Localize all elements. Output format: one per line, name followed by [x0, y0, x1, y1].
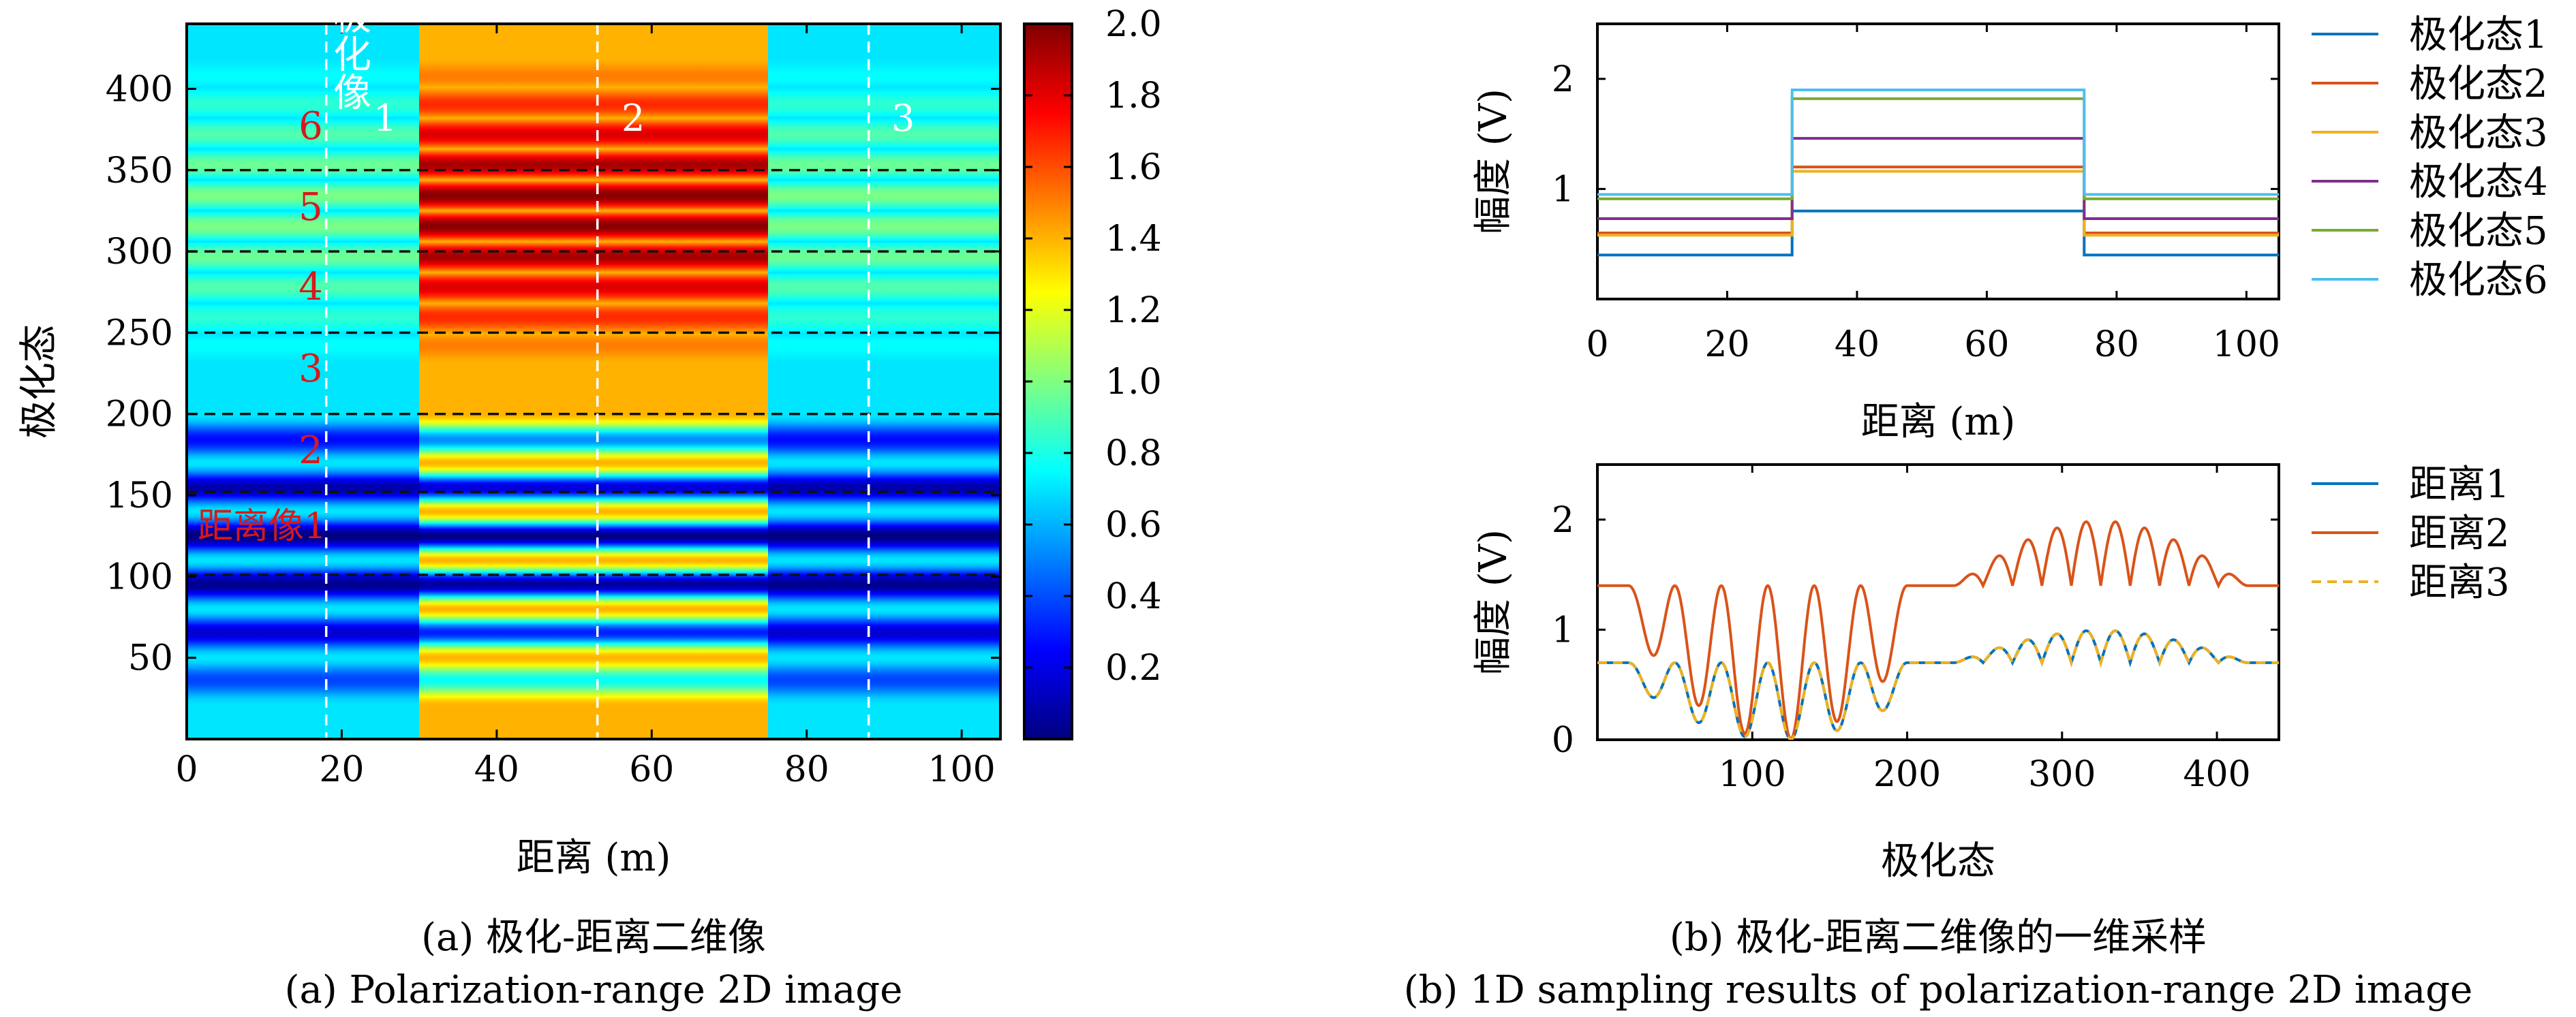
colorbar: 0.2 0.4 0.6 0.8 1.0 1.2 1.4 1.6 1.8 2.0 — [1023, 4, 1162, 740]
range-image-label: 距离像1 — [198, 506, 326, 547]
top-series-line — [1597, 137, 2279, 220]
line-chart-bottom: 100 200 300 400 0 1 2 极化态 幅度 (V) 距离1 距离2 距离3 — [1471, 463, 2510, 883]
heatmap-xtick-label: 0 — [175, 749, 198, 790]
polarization-label-5: 5 — [298, 185, 323, 230]
top-legend: 极化态1 极化态2 极化态3 极化态4 极化态5 极化态6 — [2312, 13, 2548, 302]
colorbar-tick-label: 0.8 — [1105, 433, 1162, 474]
top-plot-frame — [1596, 22, 2280, 300]
heatmap-ytick-label: 350 — [106, 151, 173, 191]
colorbar-tick-label: 1.2 — [1105, 290, 1162, 331]
colorbar-tick-label: 1.0 — [1105, 362, 1162, 403]
top-xtick-label: 40 — [1835, 324, 1880, 365]
heatmap-axes: 0 20 40 60 80 100 50 100 150 200 250 300 350 400 — [106, 24, 1000, 790]
top-xtick-label: 80 — [2094, 324, 2139, 365]
bottom-legend-label: 距离1 — [2409, 463, 2510, 507]
heatmap-panel: 0 20 40 60 80 100 50 100 150 200 250 300 350 400 极化像 … — [17, 0, 1002, 880]
caption-a-en: (a) Polarization-range 2D image — [285, 968, 903, 1012]
colorbar-tick-label: 1.8 — [1105, 76, 1162, 116]
bottom-ytick-label: 1 — [1552, 610, 1574, 651]
heatmap-xtick-label: 100 — [928, 749, 996, 790]
top-xtick-label: 20 — [1704, 324, 1749, 365]
bottom-xlabel: 极化态 — [1881, 839, 1995, 883]
bottom-axes: 100 200 300 400 0 1 2 — [1552, 465, 2279, 795]
top-series-line — [1597, 209, 2279, 257]
heatmap-segment-2 — [419, 24, 768, 739]
bottom-series-group — [1597, 520, 2279, 740]
top-series-line — [1597, 89, 2279, 196]
colorbar-ticks: 0.2 0.4 0.6 0.8 1.0 1.2 1.4 1.6 1.8 2.0 — [1024, 4, 1162, 689]
top-legend-label: 极化态4 — [2409, 160, 2548, 204]
top-series-line — [1597, 166, 2279, 234]
top-legend-label: 极化态2 — [2409, 62, 2548, 106]
heatmap-ytick-label: 400 — [106, 69, 173, 110]
vertical-sample-label-1: 1 — [373, 97, 397, 140]
colorbar-tick-label: 2.0 — [1105, 4, 1162, 45]
bottom-xtick-label: 200 — [1873, 754, 1941, 795]
bottom-legend-label: 距离2 — [2409, 512, 2510, 556]
bottom-plot-frame — [1596, 463, 2280, 741]
colorbar-tick-label: 0.2 — [1105, 648, 1162, 689]
top-xtick-label: 0 — [1586, 324, 1608, 365]
top-series-line — [1597, 170, 2279, 237]
caption-a-zh: (a) 极化-距离二维像 — [421, 916, 766, 960]
top-ytick-label: 2 — [1552, 59, 1574, 100]
heatmap-frame — [185, 22, 1002, 740]
colorbar-tick-label: 0.6 — [1105, 505, 1162, 546]
bottom-legend-label: 距离3 — [2409, 561, 2510, 605]
heatmap-segment-1 — [187, 24, 419, 739]
polarization-label-6: 6 — [298, 104, 323, 148]
heatmap-xtick-label: 60 — [629, 749, 674, 790]
bottom-xtick-label: 300 — [2028, 754, 2096, 795]
top-xtick-label: 60 — [1964, 324, 2009, 365]
top-ytick-label: 1 — [1552, 169, 1574, 210]
bottom-ytick-label: 0 — [1552, 720, 1574, 761]
bottom-series-line — [1597, 520, 2279, 740]
heatmap-ytick-label: 150 — [106, 475, 173, 516]
heatmap-segment-3 — [768, 24, 1000, 739]
bottom-xtick-label: 100 — [1719, 754, 1786, 795]
heatmap-xtick-label: 40 — [474, 749, 519, 790]
polarization-image-label: 极化像 — [327, 0, 371, 110]
heatmap-ylabel: 极化态 — [17, 324, 61, 439]
top-legend-label: 极化态5 — [2409, 209, 2548, 253]
bottom-ylabel: 幅度 (V) — [1471, 529, 1516, 675]
top-xlabel: 距离 (m) — [1861, 400, 2016, 444]
heatmap-ytick-label: 300 — [106, 232, 173, 272]
heatmap-annotations: 极化像 1 2 3 6 5 4 3 2 距离像1 — [198, 0, 915, 547]
top-ylabel: 幅度 (V) — [1471, 89, 1516, 234]
horizontal-cut-lines — [187, 169, 1000, 576]
top-legend-label: 极化态3 — [2409, 111, 2548, 155]
top-series-line — [1597, 97, 2279, 200]
top-axes: 0 20 40 60 80 100 1 2 — [1552, 24, 2280, 365]
caption-b-zh: (b) 极化-距离二维像的一维采样 — [1670, 916, 2207, 960]
top-legend-label: 极化态6 — [2409, 258, 2548, 302]
polarization-label-3: 3 — [298, 347, 323, 391]
top-xtick-label: 100 — [2213, 324, 2280, 365]
bottom-xtick-label: 400 — [2183, 754, 2250, 795]
top-legend-label: 极化态1 — [2409, 13, 2548, 57]
heatmap-xtick-label: 20 — [319, 749, 364, 790]
bottom-legend: 距离1 距离2 距离3 — [2312, 463, 2510, 605]
colorbar-tick-label: 0.4 — [1105, 576, 1162, 617]
heatmap-ytick-label: 250 — [106, 313, 173, 354]
heatmap-xtick-label: 80 — [784, 749, 829, 790]
vertical-sample-label-2: 2 — [622, 97, 645, 140]
heatmap-ytick-label: 50 — [128, 638, 173, 679]
vertical-sample-lines — [324, 24, 870, 739]
polarization-label-2: 2 — [298, 428, 323, 473]
colorbar-tick-label: 1.6 — [1105, 147, 1162, 188]
heatmap-ytick-label: 100 — [106, 557, 173, 597]
polarization-label-4: 4 — [298, 265, 323, 309]
heatmap-xlabel: 距离 (m) — [517, 836, 671, 880]
bottom-ytick-label: 2 — [1552, 500, 1574, 541]
bottom-series-line — [1597, 629, 2279, 740]
caption-b-en: (b) 1D sampling results of polarization-… — [1404, 968, 2472, 1012]
colorbar-tick-label: 1.4 — [1105, 219, 1162, 260]
bottom-series-line — [1597, 629, 2279, 740]
heatmap-ytick-label: 200 — [106, 394, 173, 435]
top-series-group — [1597, 89, 2279, 257]
vertical-sample-label-3: 3 — [891, 97, 915, 140]
